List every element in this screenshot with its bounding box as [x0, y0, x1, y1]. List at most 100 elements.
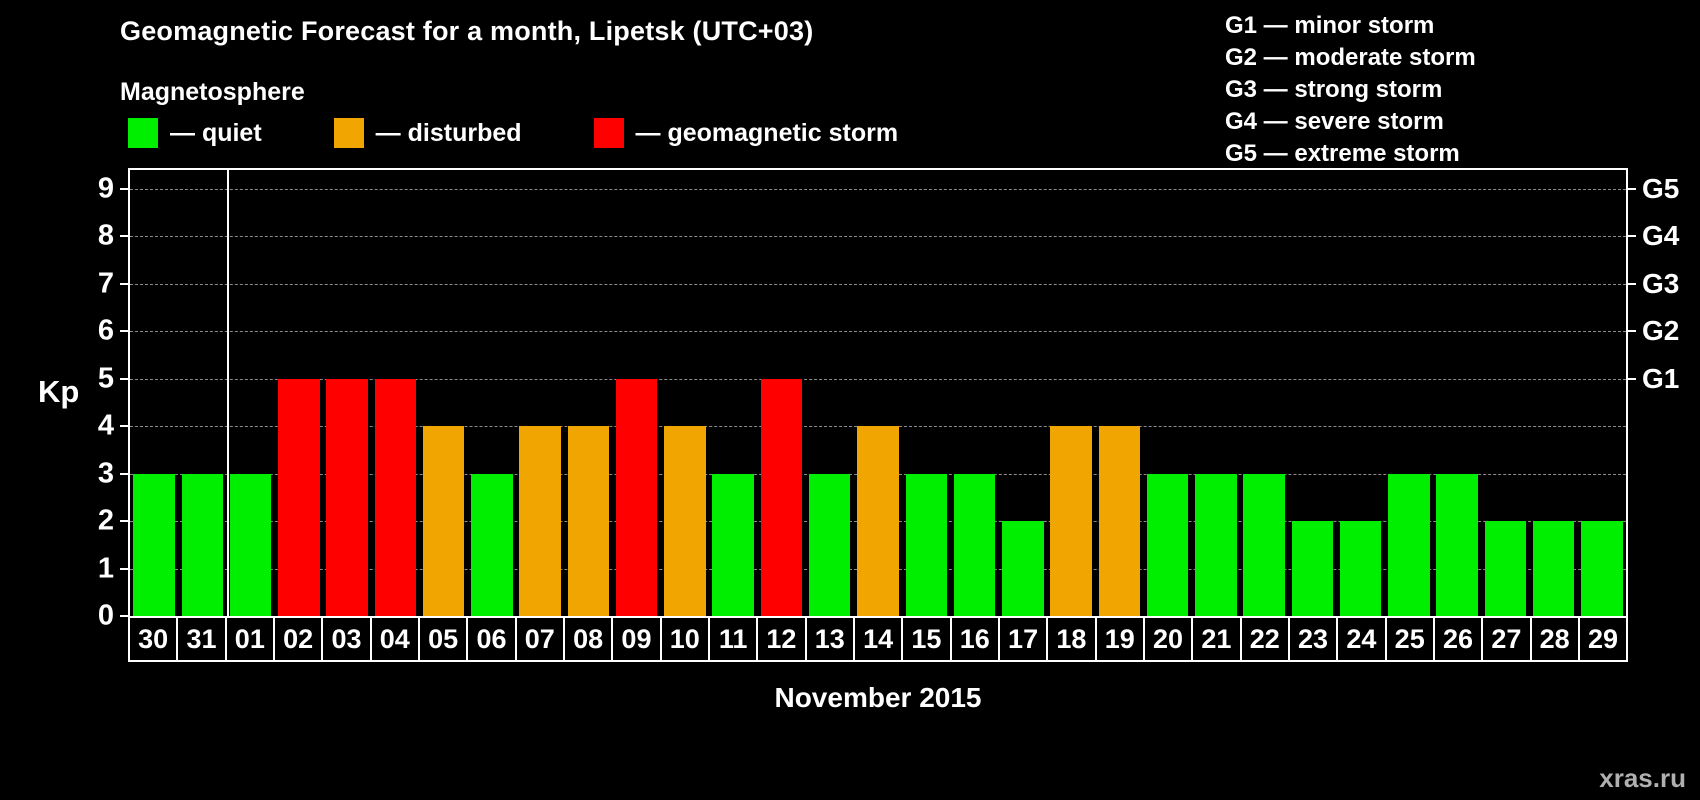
gridline-kp-5	[130, 378, 1626, 380]
left-tick-mark	[120, 425, 128, 428]
day-label-27: 27	[1483, 618, 1532, 660]
kp-bar-day-03	[326, 378, 368, 616]
y-axis-tick-0: 0	[97, 599, 114, 632]
magnetosphere-heading: Magnetosphere	[120, 78, 305, 106]
day-label-21: 21	[1193, 618, 1242, 660]
day-label-16: 16	[952, 618, 1000, 660]
kp-bar-day-01	[229, 473, 272, 616]
kp-bar-day-09	[615, 378, 658, 616]
y-axis-tick-3: 3	[97, 457, 114, 490]
g-scale-label-G2: G2	[1642, 315, 1680, 347]
gridline-kp-7	[130, 283, 1626, 285]
kp-bar-day-22	[1243, 473, 1285, 616]
disturbed-color-swatch	[333, 118, 364, 148]
gridline-kp-8	[130, 236, 1626, 238]
kp-bar-day-24	[1339, 521, 1382, 616]
legend-item-storm: — geomagnetic storm	[593, 118, 899, 148]
right-tick-mark	[1628, 377, 1636, 380]
kp-bar-day-06	[471, 473, 513, 616]
day-label-13: 13	[807, 618, 855, 660]
day-axis-row: 30 31 01 02 03 04 05 06 07 08 09 10 11 12 13 14 15 16 17 18…	[128, 618, 1628, 662]
g-scale-label-G5: G5	[1642, 172, 1680, 204]
plot-wrap: 0 1 2 3 4 5 6 7 8 9 G1 G2 G3 G4 G5	[98, 168, 1679, 632]
gridline-kp-9	[130, 188, 1626, 190]
g-scale-label-G1: G1	[1642, 362, 1680, 394]
storm-scale-line: G1 — minor storm	[1225, 12, 1435, 39]
legend-item-label: — geomagnetic storm	[635, 118, 899, 147]
day-label-09: 09	[613, 618, 662, 660]
kp-bar-day-28	[1532, 521, 1575, 616]
day-label-23: 23	[1290, 618, 1339, 660]
day-label-18: 18	[1048, 618, 1097, 660]
day-label-31: 31	[178, 618, 227, 660]
kp-bar-day-18	[1050, 426, 1092, 616]
day-label-08: 08	[565, 618, 614, 660]
storm-scale-line: G5 — extreme storm	[1225, 140, 1460, 167]
left-tick-mark	[120, 187, 128, 190]
day-label-06: 06	[468, 618, 517, 660]
day-label-02: 02	[275, 618, 324, 660]
day-label-28: 28	[1532, 618, 1580, 660]
left-tick-mark	[120, 472, 128, 475]
kp-bar-day-11	[712, 473, 754, 616]
g-scale-label-G4: G4	[1642, 220, 1680, 252]
day-label-05: 05	[420, 618, 469, 660]
kp-bar-day-05	[422, 426, 465, 616]
kp-bar-day-31	[181, 473, 224, 616]
day-label-20: 20	[1145, 618, 1194, 660]
day-label-10: 10	[662, 618, 710, 660]
day-label-01: 01	[227, 618, 275, 660]
kp-bar-day-23	[1291, 521, 1334, 616]
legend-item-label: — disturbed	[375, 118, 522, 147]
y-axis-tick-7: 7	[97, 267, 114, 300]
month-boundary-line	[226, 170, 229, 616]
plot-area	[128, 168, 1628, 618]
day-label-29: 29	[1587, 623, 1619, 654]
kp-bar-day-27	[1484, 521, 1527, 616]
day-label-26: 26	[1435, 618, 1484, 660]
kp-bar-day-15	[905, 473, 947, 616]
storm-scale-legend: G1 — minor storm G2 — moderate storm G3 — …	[1225, 10, 1476, 170]
kp-bar-day-14	[857, 426, 899, 616]
gridline-kp-6	[130, 331, 1626, 333]
quiet-color-swatch	[128, 118, 158, 148]
kp-bar-day-29	[1581, 521, 1623, 616]
left-tick-mark	[120, 235, 128, 238]
day-label-19: 19	[1097, 618, 1145, 660]
kp-bar-day-30	[133, 473, 175, 616]
left-tick-mark	[120, 567, 128, 570]
g-scale-label-G3: G3	[1642, 267, 1680, 299]
kp-bar-day-19	[1098, 426, 1141, 616]
storm-scale-line: G2 — moderate storm	[1225, 44, 1476, 71]
watermark: xras.ru	[1599, 763, 1686, 793]
y-axis-tick-9: 9	[97, 172, 114, 205]
chart-title: Geomagnetic Forecast for a month, Lipets…	[120, 16, 814, 46]
day-label-17: 17	[1000, 618, 1049, 660]
day-label-22: 22	[1242, 618, 1290, 660]
y-axis-tick-1: 1	[97, 552, 114, 585]
y-axis-tick-5: 5	[97, 362, 114, 395]
day-label-25: 25	[1387, 618, 1435, 660]
left-tick-mark	[120, 330, 128, 333]
day-label-12: 12	[758, 618, 807, 660]
kp-bar-day-25	[1388, 473, 1430, 616]
right-tick-mark	[1628, 330, 1636, 333]
kp-bar-day-26	[1436, 473, 1478, 616]
day-label-24: 24	[1338, 618, 1387, 660]
day-label-11: 11	[710, 618, 759, 660]
storm-scale-line: G3 — strong storm	[1225, 76, 1443, 103]
kp-bar-day-20	[1146, 473, 1189, 616]
left-tick-mark	[120, 377, 128, 380]
day-label-07: 07	[517, 618, 565, 660]
x-axis-title: November 2015	[774, 682, 982, 713]
kp-bar-day-17	[1002, 521, 1044, 616]
day-label-15: 15	[903, 618, 952, 660]
legend-item-label: — quiet	[170, 118, 262, 147]
right-tick-mark	[1628, 235, 1636, 238]
y-axis-tick-2: 2	[97, 504, 114, 537]
kp-bar-day-21	[1195, 473, 1237, 616]
y-axis-tick-8: 8	[97, 219, 114, 252]
kp-bar-day-07	[519, 426, 561, 616]
kp-bar-day-02	[278, 378, 320, 616]
